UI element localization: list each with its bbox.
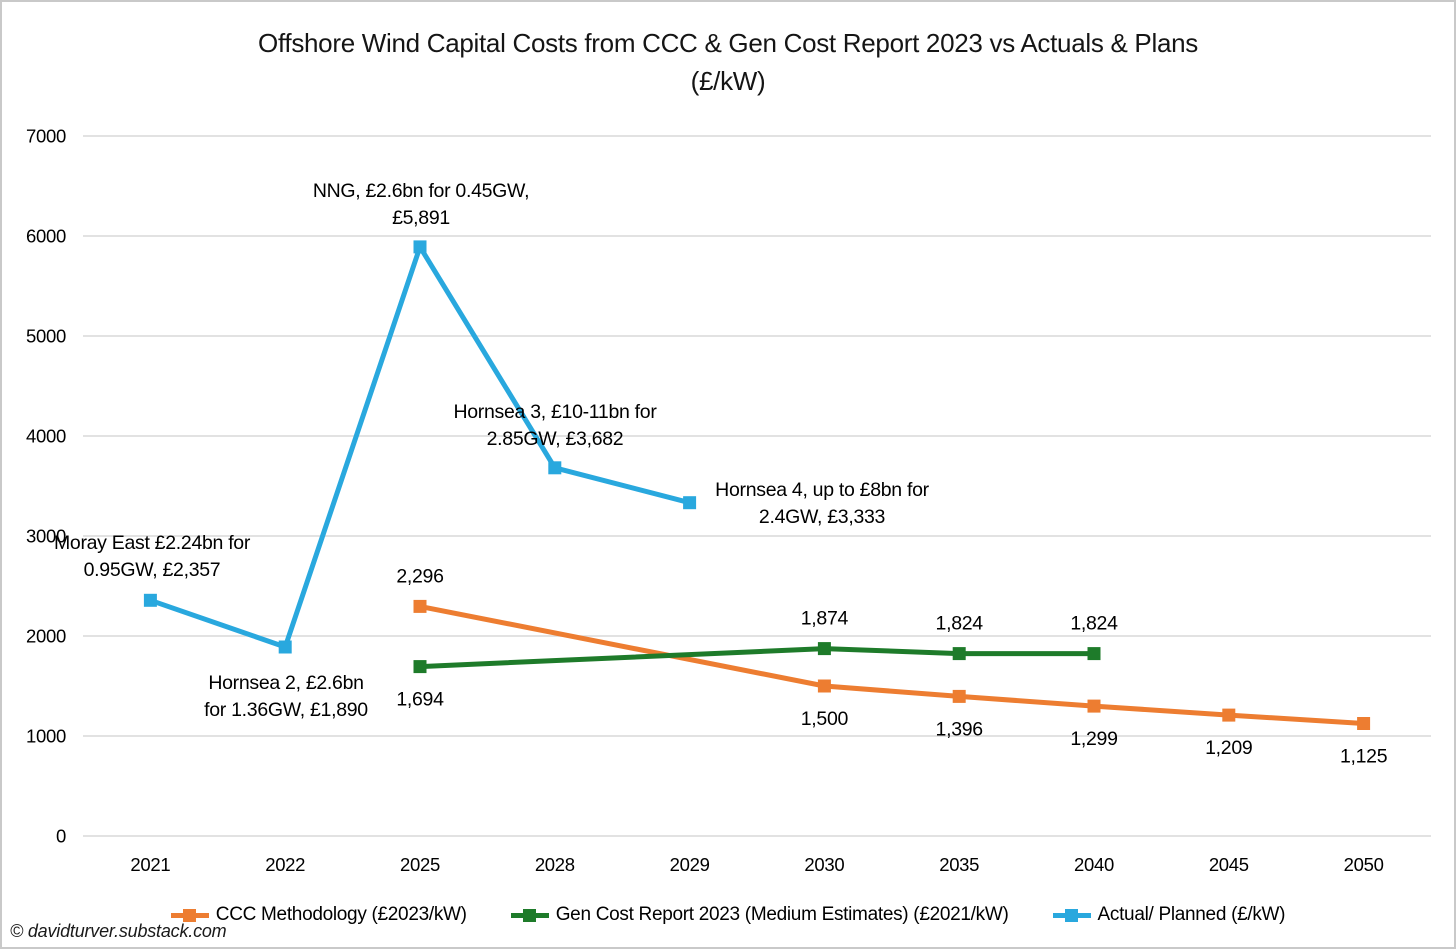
chart-title-line-1: Offshore Wind Capital Costs from CCC & G… (258, 28, 1198, 58)
x-axis-tick-label: 2021 (130, 854, 170, 875)
data-label: 1,299 (1070, 728, 1117, 750)
x-axis-tick-label: 2030 (804, 854, 844, 875)
x-axis-tick-label: 2028 (535, 854, 575, 875)
watermark: © davidturver.substack.com (10, 921, 227, 941)
x-axis-tick-label: 2050 (1344, 854, 1384, 875)
data-point-marker-0 (1222, 708, 1236, 722)
legend-label: Actual/ Planned (£/kW) (1097, 904, 1286, 925)
y-axis-tick-label: 3000 (26, 526, 66, 547)
annotation-hornsea-2: for 1.36GW, £1,890 (204, 699, 368, 721)
data-label: 1,824 (936, 613, 984, 635)
annotation-hornsea-4: 2.4GW, £3,333 (759, 506, 885, 528)
y-axis-tick-label: 2000 (26, 626, 66, 647)
annotation-nng: £5,891 (392, 207, 450, 229)
chart-title-line-2: (£/kW) (690, 66, 766, 96)
y-axis-tick-label: 1000 (26, 726, 66, 747)
data-point-marker-1 (952, 647, 966, 661)
legend-line-marker-icon (1052, 908, 1091, 922)
data-label: 1,125 (1340, 746, 1388, 768)
data-point-marker-0 (413, 599, 427, 613)
x-axis-tick-label: 2040 (1074, 854, 1114, 875)
data-point-marker-2 (143, 593, 157, 607)
legend-item-0: CCC Methodology (£2023/kW) (170, 904, 467, 926)
annotation-hornsea-3: Hornsea 3, £10-11bn for (453, 401, 657, 423)
series-line-0 (419, 603, 1364, 726)
legend-line-marker-icon (170, 908, 209, 922)
legend-item-2: Actual/ Planned (£/kW) (1052, 904, 1286, 926)
x-axis-tick-label: 2035 (939, 854, 979, 875)
data-point-marker-2 (413, 240, 427, 254)
legend-item-1: Gen Cost Report 2023 (Medium Estimates) … (510, 904, 1009, 926)
data-point-marker-0 (817, 679, 831, 693)
x-axis-tick-label: 2029 (670, 854, 710, 875)
data-point-marker-1 (1087, 647, 1101, 661)
x-axis-tick-label: 2045 (1209, 854, 1249, 875)
legend: CCC Methodology (£2023/kW) Gen Cost Repor… (2, 896, 1454, 934)
data-label: 2,296 (396, 565, 443, 587)
data-label: 1,694 (396, 689, 444, 711)
data-label: 1,824 (1070, 613, 1118, 635)
y-axis-tick-label: 0 (56, 826, 66, 847)
series-line-1 (419, 646, 1094, 670)
data-point-marker-0 (1357, 717, 1371, 730)
data-point-marker-2 (548, 461, 562, 475)
data-label: 1,500 (801, 708, 849, 730)
annotation-nng: NNG, £2.6bn for 0.45GW, (313, 180, 529, 202)
legend-label: CCC Methodology (£2023/kW) (215, 904, 467, 925)
annotation-moray-east: 0.95GW, £2,357 (84, 559, 221, 581)
y-axis-tick-label: 5000 (26, 326, 66, 347)
data-label: 1,209 (1205, 737, 1252, 759)
y-axis-tick-label: 4000 (26, 426, 66, 447)
annotation-hornsea-2: Hornsea 2, £2.6bn (208, 672, 363, 694)
data-point-marker-1 (817, 642, 831, 656)
data-point-marker-2 (278, 640, 292, 654)
annotation-hornsea-4: Hornsea 4, up to £8bn for (715, 479, 929, 501)
x-axis-tick-label: 2025 (400, 854, 440, 875)
data-point-marker-2 (683, 496, 697, 510)
chart-title: Offshore Wind Capital Costs from CCC & G… (2, 24, 1454, 100)
y-axis-tick-label: 7000 (26, 126, 66, 147)
x-axis-tick-label: 2022 (265, 854, 305, 875)
data-label: 1,874 (801, 608, 849, 630)
legend-label: Gen Cost Report 2023 (Medium Estimates) … (555, 904, 1009, 925)
legend-line-marker-icon (510, 908, 549, 922)
data-point-marker-1 (413, 660, 427, 674)
annotation-moray-east: Moray East £2.24bn for (54, 532, 251, 554)
y-axis-tick-label: 6000 (26, 226, 66, 247)
annotation-hornsea-3: 2.85GW, £3,682 (487, 428, 624, 450)
data-label: 1,396 (936, 718, 983, 740)
data-point-marker-0 (952, 689, 966, 703)
data-point-marker-0 (1087, 699, 1101, 713)
